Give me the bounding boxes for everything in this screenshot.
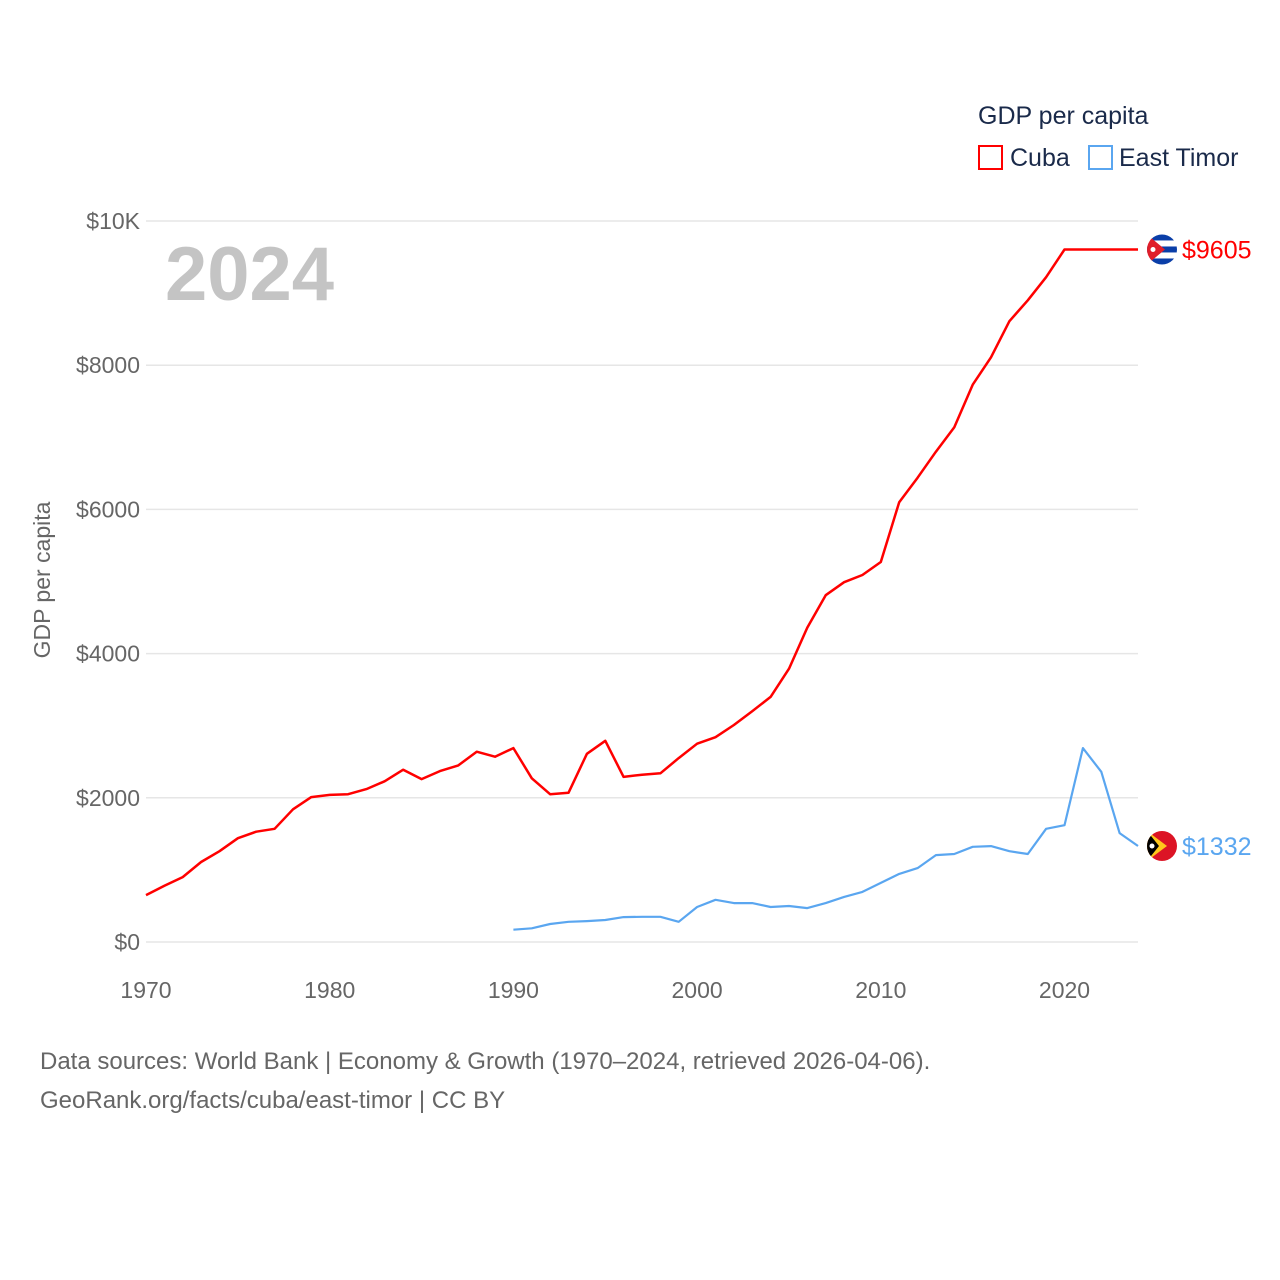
y-tick-label: $4000 (76, 641, 140, 667)
x-tick-label: 1970 (120, 977, 171, 1003)
series-line-east-timor (513, 747, 1139, 931)
y-tick-label: $2000 (76, 785, 140, 811)
east-timor-flag-icon (1147, 830, 1177, 861)
y-tick-label: $6000 (76, 496, 140, 522)
end-label-cuba: $9605 (1182, 236, 1252, 264)
x-tick-label: 1990 (488, 977, 539, 1003)
end-labels: $9605 $1332 (1147, 234, 1252, 861)
cuba-flag-icon (1147, 234, 1177, 265)
legend-swatch-east-timor (1088, 145, 1113, 170)
legend: GDP per capita Cuba East Timor (978, 102, 1238, 172)
y-axis-label: GDP per capita (29, 501, 55, 658)
y-tick-label: $10K (86, 208, 140, 234)
series-lines (145, 248, 1139, 931)
series-line-cuba (145, 248, 1138, 897)
legend-item-cuba[interactable]: Cuba (978, 144, 1070, 172)
footer: Data sources: World Bank | Economy & Gro… (40, 1042, 930, 1120)
year-watermark: 2024 (165, 232, 334, 317)
x-tick-label: 1980 (304, 977, 355, 1003)
y-axis-ticks: $0 $2000 $4000 $6000 $8000 $10K (76, 208, 141, 955)
data-sources-text: Data sources: World Bank | Economy & Gro… (40, 1048, 931, 1075)
end-label-east-timor: $1332 (1182, 833, 1252, 861)
legend-title: GDP per capita (978, 102, 1149, 130)
legend-swatch-cuba (978, 145, 1003, 170)
y-tick-label: $0 (114, 929, 140, 955)
legend-label-east-timor: East Timor (1119, 144, 1238, 172)
attribution-text[interactable]: GeoRank.org/facts/cuba/east-timor | CC B… (40, 1087, 506, 1114)
y-tick-label: $8000 (76, 352, 140, 378)
x-tick-label: 2020 (1039, 977, 1090, 1003)
x-axis-ticks: 1970 1980 1990 2000 2010 2020 (120, 977, 1090, 1003)
x-tick-label: 2000 (672, 977, 723, 1003)
grid-lines (146, 220, 1138, 943)
x-tick-label: 2010 (855, 977, 906, 1003)
legend-label-cuba: Cuba (1010, 144, 1070, 172)
legend-item-east-timor[interactable]: East Timor (1088, 144, 1238, 172)
